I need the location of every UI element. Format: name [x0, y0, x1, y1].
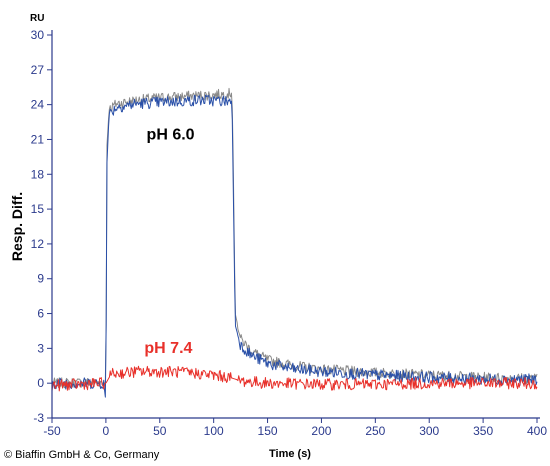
axes	[47, 30, 540, 423]
series-line-3	[51, 365, 538, 392]
x-tick-label: 0	[103, 424, 110, 438]
y-tick-label: 30	[31, 28, 45, 42]
y-tick-label: 15	[31, 202, 45, 216]
y-axis-title: Resp. Diff.	[9, 192, 25, 261]
y-tick-label: 0	[37, 376, 44, 390]
annotation-2: pH 7.4	[144, 340, 192, 357]
x-tick-label: 150	[258, 424, 278, 438]
y-unit-label: RU	[30, 13, 44, 24]
x-tick-label: 200	[311, 424, 331, 438]
y-tick-label: -3	[33, 411, 44, 425]
y-tick-label: 21	[31, 132, 45, 146]
x-tick-label: 50	[153, 424, 167, 438]
y-tick-label: 18	[31, 167, 45, 181]
annotations: pH 6.0 pH 7.4	[144, 126, 194, 357]
y-tick-label: 24	[31, 98, 45, 112]
x-tick-label: -50	[43, 424, 61, 438]
annotation-1: pH 6.0	[147, 126, 195, 143]
y-tick-label: 9	[37, 272, 44, 286]
y-tick-label: 3	[37, 341, 44, 355]
tick-labels: -3 0 3 6 9 12 15 18 21 24 27 30 -50 0 50 100 150 200 250 30…	[31, 28, 548, 438]
series-line-2	[51, 94, 538, 398]
y-tick-label: 12	[31, 237, 45, 251]
series-line-1	[51, 87, 538, 389]
x-tick-label: 400	[527, 424, 547, 438]
x-tick-label: 100	[204, 424, 224, 438]
y-tick-label: 27	[31, 63, 45, 77]
copyright-notice: © Biaffin GmbH & Co, Germany	[4, 449, 160, 461]
y-tick-label: 6	[37, 307, 44, 321]
x-tick-label: 350	[473, 424, 493, 438]
x-axis-title: Time (s)	[269, 448, 311, 460]
x-tick-label: 250	[365, 424, 385, 438]
x-tick-label: 300	[419, 424, 439, 438]
series-layer	[51, 87, 538, 398]
